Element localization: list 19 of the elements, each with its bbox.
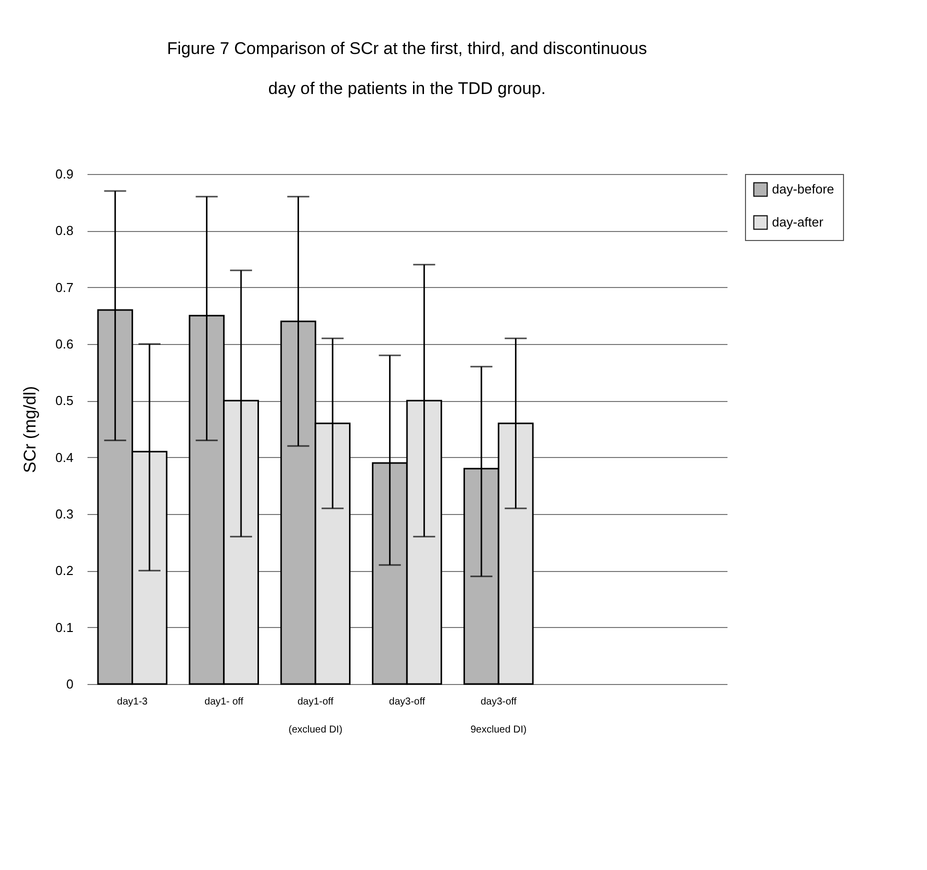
- y-tick-label: 0.4: [55, 450, 74, 465]
- category-label: day3-off 9exclued DI): [470, 696, 527, 736]
- y-tick-label: 0.2: [55, 563, 74, 578]
- chart-title: Figure 7 Comparison of SCr at the first, third, and discontinuous day of the patients in the TDD group.: [166, 39, 648, 98]
- y-tick-label: 0: [66, 676, 74, 692]
- y-tick-label: 0.8: [55, 223, 74, 238]
- x-tick-label: day1- off: [204, 696, 244, 708]
- legend-label: day-before: [772, 182, 834, 196]
- legend-label: day-after: [772, 214, 824, 230]
- x-tick-label: day3-off: [389, 696, 426, 708]
- x-tick-label: day1-3: [117, 696, 148, 708]
- y-axis-title: SCr (mg/dl): [20, 386, 40, 473]
- y-tick-label: 0.3: [55, 506, 74, 522]
- y-tick-label: 0.7: [55, 280, 74, 295]
- y-tick-label: 0.6: [55, 336, 74, 352]
- category-label: day1-off (exclued DI): [288, 696, 342, 736]
- y-tick-label: 0.9: [55, 166, 74, 182]
- y-tick-label: 0.5: [55, 393, 74, 408]
- y-tick-label: 0.1: [55, 620, 74, 635]
